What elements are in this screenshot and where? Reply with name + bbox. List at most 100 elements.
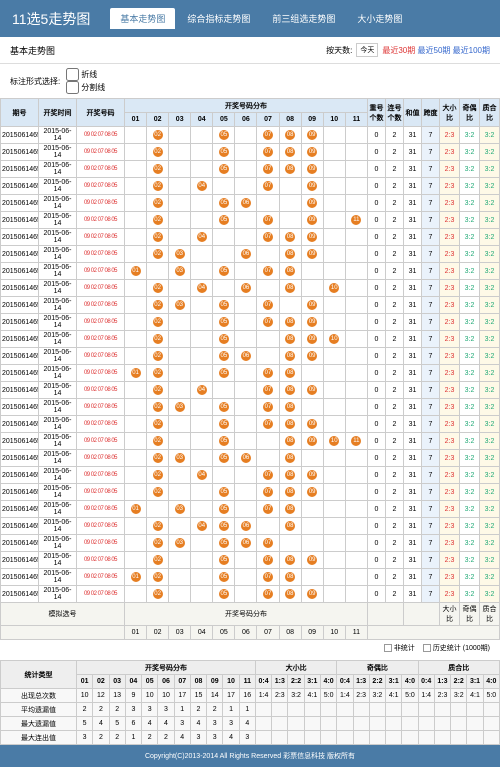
cell-ball: 01: [125, 365, 147, 382]
sim-ball[interactable]: 11: [345, 626, 367, 640]
cell-ball: 06: [235, 518, 257, 535]
cell-ball-empty: [191, 450, 213, 467]
cell-ball-empty: [235, 297, 257, 314]
filter-opt-0[interactable]: 折线: [66, 68, 105, 81]
sim-ball[interactable]: 06: [235, 626, 257, 640]
cell-ball: 08: [279, 229, 301, 246]
stats-th-ball: 10: [223, 675, 239, 689]
cell-ball-empty: [279, 212, 301, 229]
cell-ball-empty: [191, 399, 213, 416]
cell-ball: 03: [169, 263, 191, 280]
cell-ball-empty: [345, 280, 367, 297]
cell-ball: 07: [257, 161, 279, 178]
sim-ball[interactable]: 03: [169, 626, 191, 640]
sim-ball[interactable]: 02: [147, 626, 169, 640]
nav-tab-1[interactable]: 综合指标走势图: [177, 8, 260, 29]
cell-sum: 31: [404, 433, 422, 450]
cell-ball: 07: [257, 144, 279, 161]
th-issue: 期号: [1, 99, 39, 127]
cell-consec: 2: [386, 552, 404, 569]
cell-span: 7: [422, 501, 440, 518]
cell-ball-empty: [169, 331, 191, 348]
cell-ball: 09: [301, 246, 323, 263]
stats-oe: [369, 703, 385, 717]
sim-ball[interactable]: 05: [213, 626, 235, 640]
stats-oe: [353, 731, 369, 745]
cell-ball-empty: [235, 229, 257, 246]
cell-ball-empty: [345, 552, 367, 569]
cell-ball: 08: [279, 416, 301, 433]
sim-ball[interactable]: 07: [257, 626, 279, 640]
nav-tab-3[interactable]: 大小走势图: [347, 8, 412, 29]
stats-pc: [418, 703, 434, 717]
period-dropdown[interactable]: 今天: [356, 43, 378, 57]
cell-ball-empty: [125, 178, 147, 195]
data-row: 20150614652015-06-1409 02 07 08 05020407…: [1, 467, 500, 484]
cell-ball-empty: [191, 433, 213, 450]
cell-date: 2015-06-14: [39, 127, 77, 144]
sim-ball[interactable]: 10: [323, 626, 345, 640]
cell-ball-empty: [235, 382, 257, 399]
cell-ball: 06: [235, 195, 257, 212]
cell-span: 7: [422, 161, 440, 178]
cell-bs: 2:3: [440, 586, 460, 603]
cell-consec: 2: [386, 586, 404, 603]
stats-th-ball: 11: [239, 675, 255, 689]
sub-title: 基本走势图: [10, 44, 55, 57]
cell-date: 2015-06-14: [39, 399, 77, 416]
stats-th-ratio: 0:4: [418, 675, 434, 689]
sim-ball[interactable]: 01: [125, 626, 147, 640]
period-item-1[interactable]: 最近50期: [418, 46, 451, 55]
cell-ball: 04: [191, 229, 213, 246]
cell-ball: 07: [257, 501, 279, 518]
cell-ball-empty: [345, 518, 367, 535]
cell-oe: 3:2: [460, 263, 480, 280]
cell-bs: 2:3: [440, 280, 460, 297]
cell-ball-empty: [213, 229, 235, 246]
stats-val: 2: [93, 703, 109, 717]
cell-ball-empty: [169, 586, 191, 603]
stats-val: 2: [109, 731, 125, 745]
cell-bs: 2:3: [440, 569, 460, 586]
cell-ball-empty: [191, 144, 213, 161]
cell-ball: 07: [257, 229, 279, 246]
cell-span: 7: [422, 535, 440, 552]
filter-opt-1[interactable]: 分割线: [66, 81, 105, 94]
period-item-0[interactable]: 最近30期: [382, 46, 415, 55]
cell-ball-empty: [323, 365, 345, 382]
stats-val: 16: [239, 689, 255, 703]
cell-consec: 2: [386, 195, 404, 212]
cell-ball: 03: [169, 501, 191, 518]
stats-th-ratio: 3:1: [386, 675, 402, 689]
cell-repeat: 0: [368, 161, 386, 178]
cell-repeat: 0: [368, 433, 386, 450]
cell-date: 2015-06-14: [39, 348, 77, 365]
cell-ball: 08: [279, 467, 301, 484]
cell-ball-empty: [345, 348, 367, 365]
cell-nums: 09 02 07 08 05: [77, 535, 125, 552]
stats-val: 10: [158, 689, 174, 703]
stats-val: 15: [190, 689, 206, 703]
sim-ball[interactable]: 09: [301, 626, 323, 640]
cell-ball: 08: [279, 161, 301, 178]
page-title: 11选5走势图: [12, 9, 90, 29]
period-item-2[interactable]: 最近100期: [453, 46, 490, 55]
sim-ball[interactable]: 08: [279, 626, 301, 640]
cell-issue: 2015061465: [1, 586, 39, 603]
cell-ball: 08: [279, 484, 301, 501]
sim-row-2[interactable]: 0102030405060708091011: [1, 626, 500, 640]
stats-bs: [272, 731, 288, 745]
stats-pc: 5:0: [483, 689, 499, 703]
cell-sum: 31: [404, 246, 422, 263]
cell-span: 7: [422, 297, 440, 314]
cell-ball-empty: [345, 399, 367, 416]
cell-oe: 3:2: [460, 212, 480, 229]
cell-ball: 09: [301, 382, 323, 399]
nav-tab-2[interactable]: 前三组选走势图: [262, 8, 345, 29]
sim-ball[interactable]: 04: [191, 626, 213, 640]
cell-ball: 01: [125, 501, 147, 518]
nav-tab-0[interactable]: 基本走势图: [110, 8, 175, 29]
cell-oe: 3:2: [460, 535, 480, 552]
filter-row: 标注形式选择: 折线分割线: [0, 64, 500, 98]
cell-ball-empty: [191, 501, 213, 518]
